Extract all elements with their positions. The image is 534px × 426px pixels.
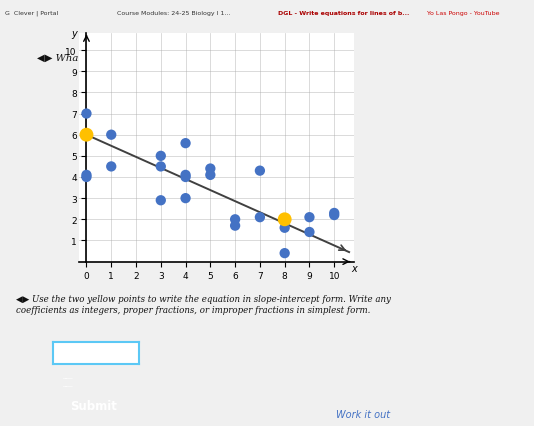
Text: G  Clever | Portal: G Clever | Portal xyxy=(5,11,59,16)
Point xyxy=(107,132,115,139)
Point xyxy=(182,172,190,179)
Point xyxy=(82,172,91,179)
Point xyxy=(82,132,91,139)
Text: ◀▶ What is the equation of the trend line in the scatter plot?: ◀▶ What is the equation of the trend lin… xyxy=(37,54,345,63)
Point xyxy=(256,168,264,175)
Point xyxy=(156,197,165,204)
Point xyxy=(305,214,313,221)
Point xyxy=(107,164,115,170)
Point xyxy=(206,172,215,179)
Point xyxy=(280,225,289,232)
Text: Course Modules: 24-25 Biology I 1...: Course Modules: 24-25 Biology I 1... xyxy=(117,11,231,16)
Text: ___: ___ xyxy=(62,372,73,378)
Point xyxy=(206,166,215,173)
Point xyxy=(280,250,289,257)
Text: ___: ___ xyxy=(62,380,73,386)
Text: y: y xyxy=(71,29,77,39)
Point xyxy=(231,223,239,230)
Text: DGL - Write equations for lines of b...: DGL - Write equations for lines of b... xyxy=(278,11,409,16)
Point xyxy=(82,174,91,181)
Point xyxy=(330,212,339,219)
Point xyxy=(182,195,190,202)
Point xyxy=(82,111,91,118)
Point xyxy=(330,210,339,217)
Point xyxy=(156,153,165,160)
Point xyxy=(231,216,239,223)
Text: x: x xyxy=(351,263,357,273)
Point xyxy=(182,141,190,147)
Text: Submit: Submit xyxy=(70,400,117,412)
Point xyxy=(305,229,313,236)
Text: Yo Las Pongo - YouTube: Yo Las Pongo - YouTube xyxy=(427,11,500,16)
Point xyxy=(182,174,190,181)
Point xyxy=(256,214,264,221)
Text: Work it out: Work it out xyxy=(336,409,390,419)
Point xyxy=(280,216,289,223)
Point xyxy=(156,164,165,170)
Text: ◀▶ Use the two yellow points to write the equation in slope-intercept form. Writ: ◀▶ Use the two yellow points to write th… xyxy=(16,294,391,314)
